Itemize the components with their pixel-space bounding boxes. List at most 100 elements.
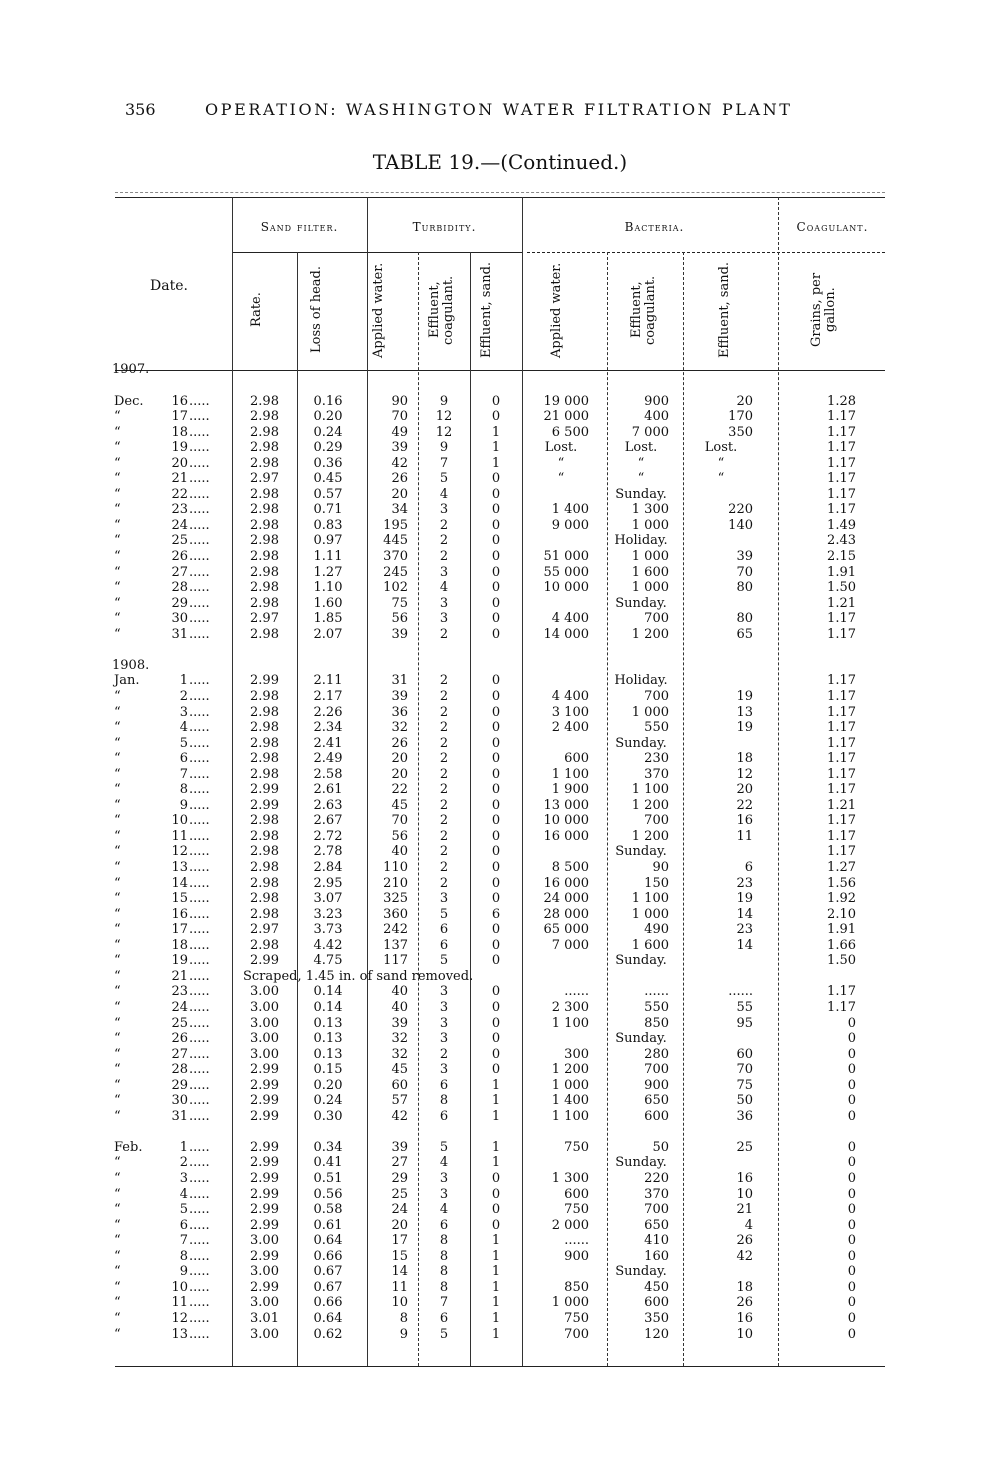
turbidity-applied: 20 (391, 751, 408, 767)
header-bacteria-effluent-coagulant: Effluent, coagulant. (629, 275, 658, 345)
bacteria-applied: 600 (564, 751, 589, 767)
bacteria-effluent-sand: 39 (736, 549, 753, 564)
bacteria-applied: 16 000 (543, 875, 590, 891)
column-rule (418, 252, 419, 1366)
bacteria-applied: 21 000 (543, 409, 590, 425)
turbidity-effluent-sand: 0 (491, 471, 501, 487)
leader-dots: ..... (189, 860, 210, 875)
bacteria-effluent-coagulant: 1 000 (631, 704, 669, 720)
month-label: “ (114, 1093, 121, 1109)
rate: 2.98 (250, 720, 279, 736)
bacteria-applied: 1 100 (551, 1108, 589, 1124)
day-label: 1 (179, 1139, 188, 1155)
leader-dots: ..... (189, 1062, 210, 1078)
leader-dots: ..... (189, 517, 210, 533)
table-row: “ 14..... 2.98 2.95 210 2 0 16 000 150 23 1.56 (0, 876, 1000, 891)
table-row: Dec. 16..... 2.98 0.16 90 9 0 19 000 900 20 1.28 (0, 394, 1000, 409)
loss-of-head: 0.20 (313, 1077, 343, 1093)
leader-dots: ..... (189, 906, 210, 922)
rate: 2.97 (250, 922, 279, 938)
turbidity-effluent-coagulant: 8 (439, 1233, 449, 1249)
day-label: 30 (171, 1093, 188, 1109)
table-row: “ 26..... 2.98 1.11 370 2 0 51 000 1 000 39 2.15 (0, 549, 1000, 564)
leader-dots: ..... (189, 782, 210, 798)
table-row: “ 5..... 2.98 2.41 26 2 0 Sunday. 1.17 (0, 736, 1000, 751)
loss-of-head: 4.75 (313, 953, 343, 969)
bacteria-effluent-coagulant: 350 (644, 1310, 669, 1326)
bacteria-effluent-coagulant: Sunday. (615, 1031, 667, 1047)
turbidity-effluent-coagulant: 5 (439, 471, 449, 487)
bacteria-applied: 2 300 (551, 999, 589, 1015)
leader-dots: ..... (189, 1139, 210, 1155)
coagulant-grains: 0 (847, 1046, 856, 1062)
turbidity-applied: 370 (383, 549, 408, 564)
bacteria-effluent-sand: 19 (736, 688, 753, 704)
header-turbidity-applied: Applied water. (371, 262, 386, 358)
table-row: Jan. 1..... 2.99 2.11 31 2 0 Holiday. 1.17 (0, 673, 1000, 688)
turbidity-effluent-sand: 1 (491, 1326, 501, 1342)
bacteria-applied: 7 000 (551, 937, 589, 953)
bacteria-effluent-sand: 140 (728, 517, 753, 533)
leader-dots: ..... (189, 673, 210, 689)
turbidity-effluent-sand: 1 (491, 1264, 501, 1280)
leader-dots: ..... (189, 813, 210, 829)
bacteria-effluent-sand: 70 (736, 564, 753, 580)
day-label: 4 (179, 720, 188, 736)
table-row: “ 20..... 2.98 0.36 42 7 1 “ “ “ 1.17 (0, 456, 1000, 471)
table-row: “30..... 2.97 1.85 56 3 0 4 400 700 80 1.17 (0, 611, 1000, 626)
month-label: “ (114, 611, 121, 627)
day-label: 21 (171, 968, 188, 984)
leader-dots: ..... (189, 1171, 210, 1186)
turbidity-effluent-coagulant: 5 (439, 953, 449, 969)
turbidity-applied: 39 (391, 1139, 408, 1155)
coagulant-grains: 1.17 (827, 486, 856, 502)
table-row: “ 27..... 2.98 1.27 245 3 0 55 000 1 600 70 1.91 (0, 565, 1000, 580)
rate: 2.98 (250, 688, 279, 704)
column-rule (232, 197, 233, 1366)
bacteria-effluent-coagulant: Sunday. (615, 595, 667, 611)
bacteria-applied: 600 (564, 1186, 589, 1202)
table-row: “ 13..... 3.00 0.62 9 5 1 700 120 10 0 (0, 1327, 1000, 1342)
leader-dots: ..... (189, 891, 210, 907)
rate: 3.00 (250, 984, 279, 1000)
coagulant-grains: 0 (847, 1217, 856, 1233)
turbidity-effluent-sand: 1 (491, 1248, 501, 1264)
turbidity-applied: 27 (391, 1155, 408, 1171)
bacteria-effluent-sand: ...... (728, 984, 753, 1000)
loss-of-head: 0.16 (313, 393, 343, 409)
bacteria-effluent-sand: 80 (736, 611, 753, 627)
header-bacteria-applied: Applied water. (549, 262, 564, 358)
turbidity-applied: 39 (391, 440, 408, 456)
bacteria-effluent-sand: 75 (736, 1077, 753, 1093)
month-label: “ (114, 968, 121, 984)
bacteria-effluent-coagulant: 650 (644, 1217, 669, 1233)
bacteria-effluent-coagulant: 50 (652, 1139, 669, 1155)
turbidity-applied: 36 (391, 704, 408, 720)
turbidity-effluent-coagulant: 4 (439, 486, 449, 502)
header-rate: Rate. (249, 292, 264, 328)
turbidity-effluent-coagulant: 12 (435, 424, 453, 440)
rate: 3.00 (250, 1046, 279, 1062)
month-label: “ (114, 797, 121, 813)
coagulant-grains: 0 (847, 1186, 856, 1202)
rate: 2.98 (250, 828, 279, 844)
turbidity-effluent-coagulant: 2 (439, 720, 449, 736)
month-label: “ (114, 1062, 121, 1078)
day-label: 8 (179, 1248, 188, 1264)
rate: 2.99 (250, 797, 279, 813)
bacteria-effluent-coagulant: Lost. (624, 440, 658, 456)
turbidity-applied: 39 (391, 688, 408, 704)
table-row: “ 11..... 3.00 0.66 10 7 1 1 000 600 26 0 (0, 1295, 1000, 1310)
leader-dots: ..... (189, 549, 210, 564)
turbidity-effluent-sand: 0 (491, 860, 501, 875)
table-row: “ 31..... 2.99 0.30 42 6 1 1 100 600 36 0 (0, 1109, 1000, 1124)
month-label: “ (114, 999, 121, 1015)
day-label: 20 (171, 455, 188, 471)
leader-dots: ..... (189, 1155, 210, 1171)
table-row: “ 19..... 2.99 4.75 117 5 0 Sunday. 1.50 (0, 953, 1000, 968)
leader-dots: ..... (189, 580, 210, 596)
bacteria-effluent-coagulant: Holiday. (614, 673, 668, 689)
leader-dots: ..... (189, 393, 210, 409)
turbidity-effluent-sand: 0 (491, 751, 501, 767)
turbidity-effluent-sand: 0 (491, 517, 501, 533)
